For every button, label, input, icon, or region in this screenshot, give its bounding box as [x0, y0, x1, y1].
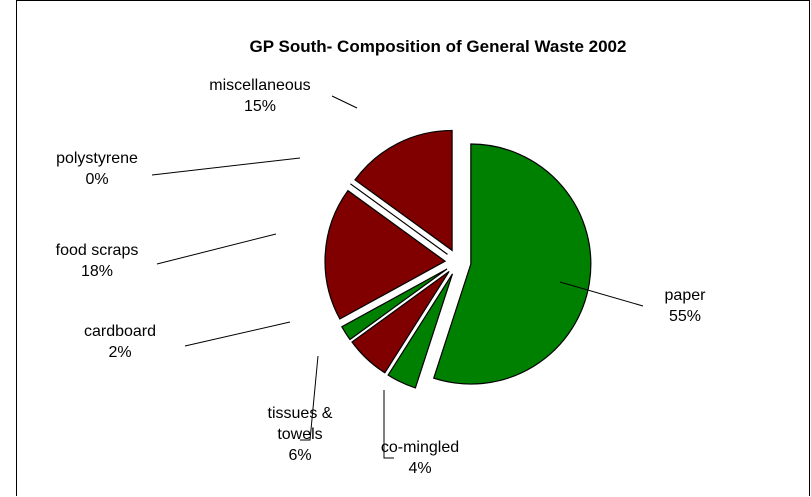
slice-label: miscellaneous 15% — [209, 77, 310, 115]
leader-line — [300, 355, 319, 441]
leader-line — [156, 233, 277, 265]
slice-label: polystyrene 0% — [56, 150, 138, 188]
slice-label: co-mingled 4% — [381, 439, 459, 477]
leader-line — [184, 321, 291, 347]
leader-line — [383, 390, 394, 459]
slice-label: food scraps 18% — [56, 242, 139, 280]
pie-slice-food-scraps — [324, 189, 447, 320]
leader-line — [331, 95, 358, 109]
slice-label: cardboard 2% — [84, 323, 156, 361]
pie-slice-tissues — [351, 270, 450, 374]
pie-slice-miscellaneous — [354, 129, 453, 252]
pie-slice-co-mingled — [387, 273, 454, 389]
pie-slice-cardboard — [341, 268, 448, 341]
pie-slice-polystyrene — [350, 183, 448, 255]
chart-title: GP South- Composition of General Waste 2… — [250, 37, 627, 56]
slice-label: tissues & towels 6% — [268, 405, 333, 464]
pie-slice-paper — [433, 143, 592, 385]
leader-line — [559, 281, 644, 307]
leader-line — [151, 157, 301, 176]
slice-label: paper 55% — [665, 287, 707, 325]
